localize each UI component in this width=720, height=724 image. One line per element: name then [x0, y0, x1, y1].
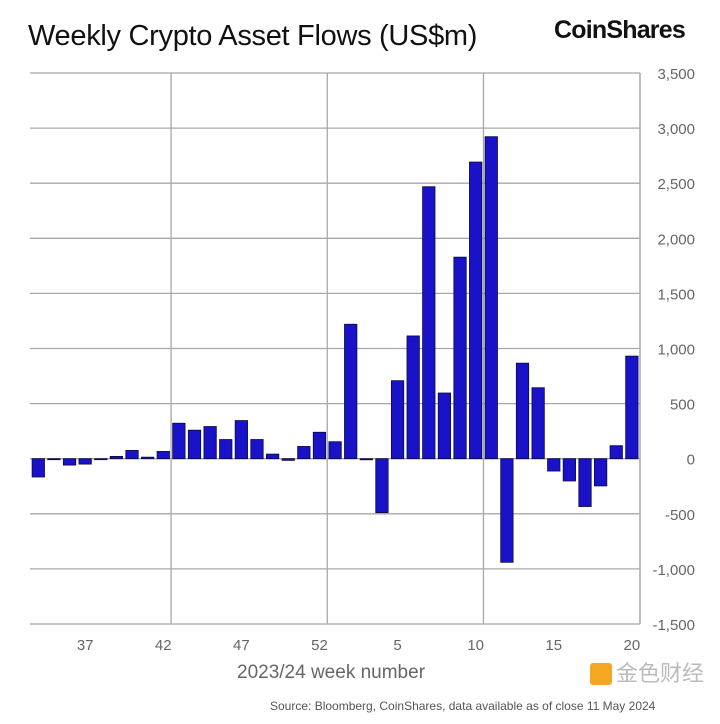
x-tick-label: 52	[311, 637, 328, 654]
y-tick-label: 1,500	[657, 286, 695, 303]
bar-week-5	[390, 380, 405, 460]
bar-week-9	[453, 256, 467, 460]
bar-week-41	[141, 456, 155, 460]
bar-week-4	[375, 458, 389, 514]
bar-week-18	[594, 458, 608, 487]
bar-week-43	[172, 422, 186, 460]
x-tick-label: 37	[77, 637, 94, 654]
bar-week-13	[515, 362, 530, 460]
bar-week-14	[531, 387, 545, 460]
bar-week-40	[125, 450, 139, 460]
y-tick-label: 0	[687, 452, 695, 469]
bar-week-19	[609, 445, 623, 460]
bar-week-51	[297, 446, 311, 460]
bar-week-48	[250, 439, 264, 460]
bar-week-6	[406, 335, 420, 460]
bar-week-49	[265, 453, 280, 460]
bar-week-2	[344, 323, 358, 460]
y-tick-label: 1,000	[657, 342, 695, 359]
bar-week-42	[156, 451, 170, 460]
coinshares-logo: CoinShares	[554, 16, 686, 44]
y-tick-label: -500	[665, 507, 695, 524]
y-tick-label: 2,500	[657, 176, 695, 193]
x-tick-label: 5	[393, 637, 401, 654]
bar-week-1	[328, 441, 342, 460]
bar-week-35	[47, 458, 61, 461]
watermark-text: 金色财经	[616, 661, 705, 686]
bar-week-17	[578, 458, 592, 507]
bar-week-3	[359, 458, 373, 461]
bar-week-52	[312, 431, 327, 460]
x-tick-label: 42	[155, 637, 172, 654]
x-tick-label: 10	[467, 637, 484, 654]
bar-week-11	[484, 136, 498, 460]
bar-week-10	[469, 161, 483, 460]
y-tick-label: 2,000	[657, 231, 695, 248]
bar-week-44	[187, 429, 202, 460]
y-tick-label: -1,000	[652, 562, 695, 579]
bar-week-36	[62, 458, 77, 466]
bar-week-20	[625, 355, 639, 460]
y-tick-label: -1,500	[652, 617, 695, 634]
bar-week-47	[234, 420, 248, 460]
y-tick-label: 3,000	[657, 121, 695, 138]
source-note: Source: Bloomberg, CoinShares, data avai…	[270, 699, 656, 713]
bar-week-50	[281, 458, 295, 461]
bar-week-46	[219, 439, 233, 460]
bar-week-15	[547, 458, 561, 472]
bar-week-8	[437, 392, 452, 460]
y-tick-label: 500	[670, 397, 695, 414]
y-tick-label: 3,500	[657, 66, 695, 83]
bar-week-37	[78, 458, 92, 465]
bar-week-38	[94, 458, 108, 461]
watermark: 金色财经	[590, 662, 704, 686]
bar-week-34	[31, 458, 45, 478]
bar-week-39	[109, 455, 123, 460]
x-tick-label: 20	[624, 637, 641, 654]
x-tick-label: 15	[545, 637, 562, 654]
chart-title: Weekly Crypto Asset Flows (US$m)	[28, 20, 478, 52]
x-axis-title: 2023/24 week number	[237, 662, 426, 683]
x-tick-label: 47	[233, 637, 250, 654]
bar-week-45	[203, 426, 217, 460]
bar-week-12	[500, 458, 514, 563]
watermark-logo-icon	[590, 663, 612, 685]
bar-week-7	[422, 186, 436, 460]
bar-week-16	[562, 458, 576, 482]
